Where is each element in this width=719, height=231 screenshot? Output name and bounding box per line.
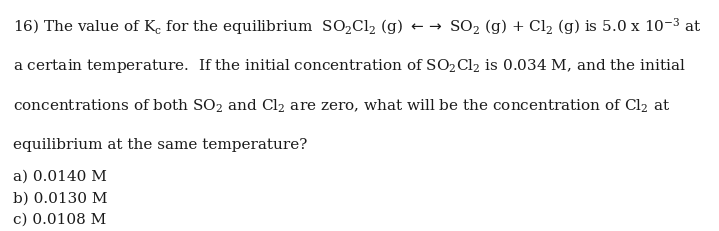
Text: b) 0.0130 M: b) 0.0130 M bbox=[13, 191, 107, 204]
Text: a certain temperature.  If the initial concentration of $\mathregular{SO_2Cl_2}$: a certain temperature. If the initial co… bbox=[13, 57, 686, 75]
Text: 16) The value of $\mathregular{K_c}$ for the equilibrium  $\mathregular{SO_2Cl_2: 16) The value of $\mathregular{K_c}$ for… bbox=[13, 16, 702, 37]
Text: concentrations of both $\mathregular{SO_2}$ and $\mathregular{Cl_2}$ are zero, w: concentrations of both $\mathregular{SO_… bbox=[13, 97, 670, 114]
Text: a) 0.0140 M: a) 0.0140 M bbox=[13, 169, 107, 182]
Text: equilibrium at the same temperature?: equilibrium at the same temperature? bbox=[13, 137, 307, 151]
Text: c) 0.0108 M: c) 0.0108 M bbox=[13, 211, 106, 225]
